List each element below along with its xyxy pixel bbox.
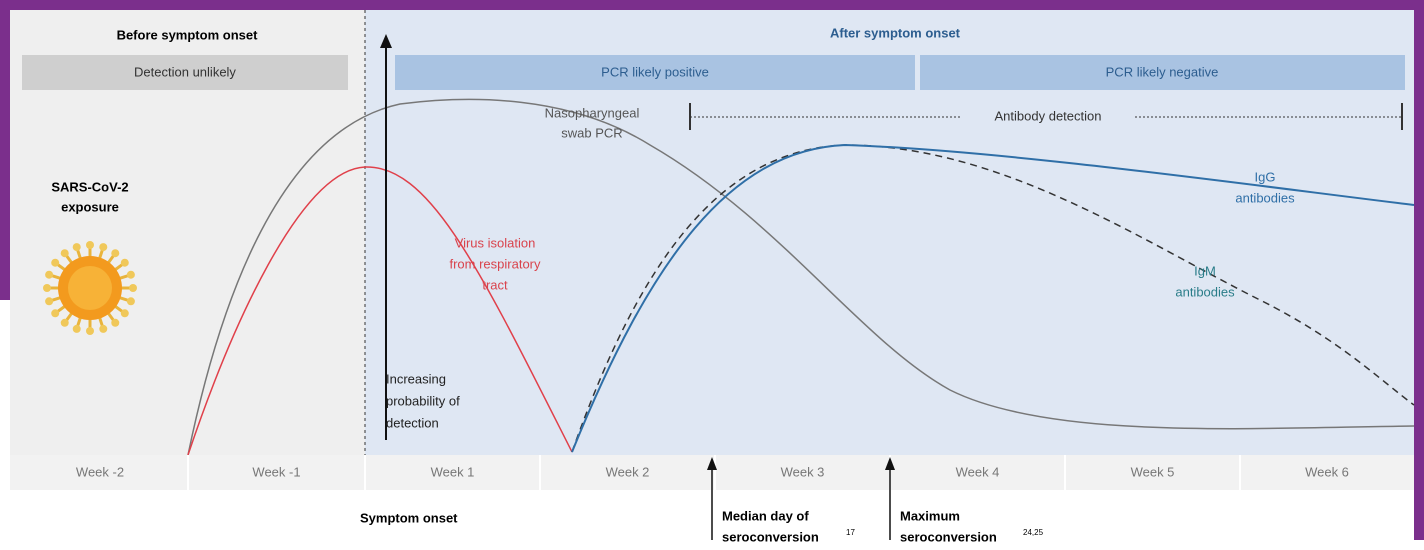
exposure-label: exposure bbox=[61, 199, 119, 214]
week-label: Week 3 bbox=[781, 464, 825, 479]
spike-tip bbox=[127, 271, 135, 279]
maximum-label: Maximum bbox=[900, 508, 960, 523]
spike-tip bbox=[99, 243, 107, 251]
antibody-label: Antibody detection bbox=[995, 108, 1102, 123]
spike-tip bbox=[43, 284, 51, 292]
spike-tip bbox=[127, 297, 135, 305]
week-label: Week 5 bbox=[1131, 464, 1175, 479]
bar-pcr-negative-label: PCR likely negative bbox=[1106, 64, 1219, 79]
maximum-label: seroconversion bbox=[900, 529, 997, 544]
virus-label: Virus isolation bbox=[455, 235, 536, 250]
virus-core bbox=[68, 266, 112, 310]
spike-tip bbox=[121, 309, 129, 317]
week-label: Week 6 bbox=[1305, 464, 1349, 479]
probability-label: Increasing bbox=[386, 371, 446, 386]
igm-label: antibodies bbox=[1175, 284, 1235, 299]
probability-label: detection bbox=[386, 415, 439, 430]
top-band bbox=[0, 0, 1424, 10]
spike-tip bbox=[45, 271, 53, 279]
spike-tip bbox=[99, 325, 107, 333]
spike-tip bbox=[51, 309, 59, 317]
spike-tip bbox=[45, 297, 53, 305]
header-after: After symptom onset bbox=[830, 25, 961, 40]
bar-pcr-positive-label: PCR likely positive bbox=[601, 64, 709, 79]
spike-tip bbox=[73, 325, 81, 333]
spike-tip bbox=[111, 319, 119, 327]
median-label: Median day of bbox=[722, 508, 809, 523]
week-label: Week -2 bbox=[76, 464, 124, 479]
bar-before-label: Detection unlikely bbox=[134, 64, 236, 79]
maximum-ref: 24,25 bbox=[1023, 528, 1044, 537]
median-label: seroconversion bbox=[722, 529, 819, 544]
igm-label: IgM bbox=[1194, 263, 1216, 278]
spike-tip bbox=[51, 259, 59, 267]
spike-tip bbox=[73, 243, 81, 251]
spike-tip bbox=[129, 284, 137, 292]
spike-tip bbox=[61, 319, 69, 327]
week-label: Week -1 bbox=[252, 464, 300, 479]
igg-label: antibodies bbox=[1235, 190, 1295, 205]
pcr-label: swab PCR bbox=[561, 125, 622, 140]
right-band bbox=[1414, 0, 1424, 540]
pcr-label: Nasopharyngeal bbox=[545, 105, 640, 120]
spike-tip bbox=[61, 249, 69, 257]
spike-tip bbox=[86, 241, 94, 249]
spike-tip bbox=[86, 327, 94, 335]
median-ref: 17 bbox=[846, 528, 855, 537]
diagram: Before symptom onset After symptom onset… bbox=[0, 0, 1424, 550]
exposure-label: SARS-CoV-2 bbox=[51, 179, 128, 194]
virus-label: from respiratory bbox=[449, 256, 541, 271]
spike-tip bbox=[121, 259, 129, 267]
week-label: Week 2 bbox=[606, 464, 650, 479]
week-label: Week 4 bbox=[956, 464, 1000, 479]
onset-label: Symptom onset bbox=[360, 510, 458, 525]
week-label: Week 1 bbox=[431, 464, 475, 479]
header-before: Before symptom onset bbox=[117, 27, 259, 42]
igg-label: IgG bbox=[1255, 169, 1276, 184]
left-band bbox=[0, 0, 10, 300]
spike-tip bbox=[111, 249, 119, 257]
virus-label: tract bbox=[482, 277, 508, 292]
probability-label: probability of bbox=[386, 393, 460, 408]
